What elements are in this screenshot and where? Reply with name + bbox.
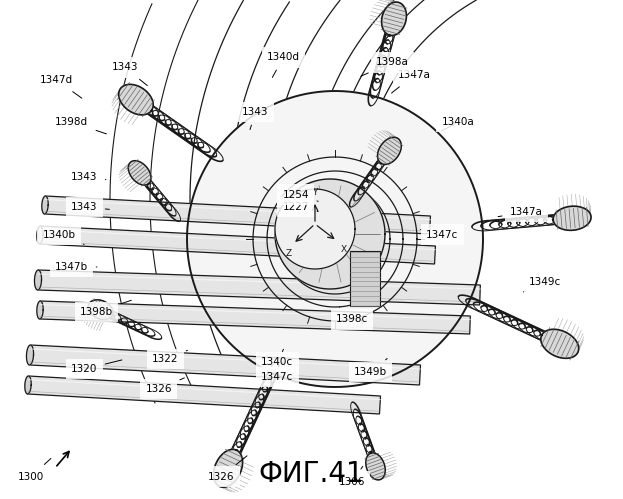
Text: 1347c: 1347c xyxy=(261,362,293,382)
Text: 1347a: 1347a xyxy=(391,70,430,93)
Polygon shape xyxy=(29,345,421,385)
Polygon shape xyxy=(37,270,480,305)
Polygon shape xyxy=(128,161,151,185)
Text: 1343: 1343 xyxy=(112,62,148,86)
Bar xyxy=(350,251,380,306)
Polygon shape xyxy=(541,329,579,358)
Polygon shape xyxy=(214,450,242,487)
Text: 1343: 1343 xyxy=(242,107,269,130)
Text: 1340d: 1340d xyxy=(267,52,300,77)
Text: 1347b: 1347b xyxy=(55,262,97,272)
Polygon shape xyxy=(382,2,406,35)
Text: 1227: 1227 xyxy=(283,202,318,212)
Text: 1398c: 1398c xyxy=(336,307,368,324)
Text: 1340b: 1340b xyxy=(43,230,84,245)
Polygon shape xyxy=(25,376,31,394)
Polygon shape xyxy=(26,345,34,365)
Text: 1343: 1343 xyxy=(71,202,110,212)
Polygon shape xyxy=(553,206,591,231)
Text: 1326: 1326 xyxy=(146,378,184,394)
Text: Y: Y xyxy=(312,188,318,197)
Text: X: X xyxy=(341,245,347,254)
Polygon shape xyxy=(44,196,430,234)
Text: 1300: 1300 xyxy=(18,459,51,482)
Polygon shape xyxy=(42,196,48,214)
Text: 1343: 1343 xyxy=(71,172,106,182)
Text: ФИГ.41: ФИГ.41 xyxy=(258,460,364,488)
Text: 1349c: 1349c xyxy=(523,277,561,292)
Text: 1322: 1322 xyxy=(152,350,188,364)
Polygon shape xyxy=(275,179,385,289)
Text: 1347d: 1347d xyxy=(39,75,82,98)
Text: 1340a: 1340a xyxy=(442,117,474,131)
Polygon shape xyxy=(275,189,355,269)
Text: 1254: 1254 xyxy=(283,190,318,201)
Polygon shape xyxy=(378,137,401,164)
Text: 1306: 1306 xyxy=(339,467,365,487)
Text: 1398d: 1398d xyxy=(55,117,107,134)
Text: 1347c: 1347c xyxy=(421,230,459,240)
Polygon shape xyxy=(37,301,43,319)
Text: 1398a: 1398a xyxy=(361,57,409,76)
Polygon shape xyxy=(37,226,43,244)
Text: 1320: 1320 xyxy=(71,360,122,374)
Polygon shape xyxy=(88,300,113,319)
Polygon shape xyxy=(187,91,483,387)
Text: 1349b: 1349b xyxy=(354,358,388,377)
Text: 1347a: 1347a xyxy=(498,207,543,217)
Text: 1326: 1326 xyxy=(208,456,247,482)
Polygon shape xyxy=(119,84,153,115)
Text: 1340c: 1340c xyxy=(261,349,293,367)
Text: Z: Z xyxy=(286,249,292,258)
Polygon shape xyxy=(34,270,42,290)
Polygon shape xyxy=(366,453,385,480)
Text: 1398b: 1398b xyxy=(80,300,131,317)
Polygon shape xyxy=(27,376,381,414)
Polygon shape xyxy=(39,226,435,264)
Polygon shape xyxy=(40,301,470,334)
